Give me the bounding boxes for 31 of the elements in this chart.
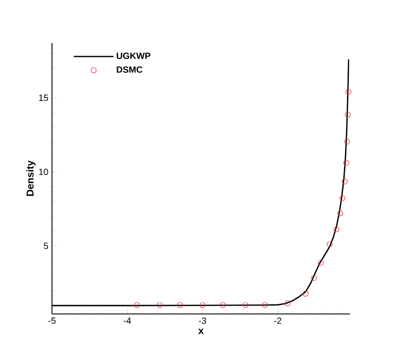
point bbox=[200, 302, 206, 308]
legend-label: UGKWP bbox=[116, 52, 150, 59]
y-axis-title: Density bbox=[26, 160, 36, 196]
point bbox=[337, 210, 344, 216]
x-axis-title: x bbox=[198, 328, 204, 334]
point bbox=[344, 112, 351, 118]
y-tick-label: 10 bbox=[39, 168, 48, 176]
point bbox=[343, 160, 350, 166]
x-tick-label: -5 bbox=[48, 318, 56, 324]
y-tick-label: 5 bbox=[44, 242, 48, 250]
point bbox=[340, 195, 346, 201]
point bbox=[344, 138, 350, 145]
point bbox=[134, 302, 140, 308]
point bbox=[284, 300, 290, 306]
point bbox=[334, 226, 340, 232]
point bbox=[262, 302, 268, 308]
x-tick-label: -3 bbox=[198, 318, 206, 324]
point bbox=[318, 260, 324, 266]
x-tick-label: -4 bbox=[124, 318, 131, 324]
point bbox=[342, 178, 348, 184]
point bbox=[156, 302, 163, 308]
y-tick-label: 15 bbox=[39, 94, 48, 101]
point bbox=[242, 302, 248, 308]
point bbox=[220, 302, 226, 308]
point bbox=[346, 88, 352, 95]
point bbox=[177, 302, 183, 308]
legend-label: DSMC bbox=[116, 66, 142, 73]
point bbox=[326, 241, 333, 248]
point bbox=[302, 290, 308, 297]
point bbox=[310, 275, 317, 281]
x-tick-label: -2 bbox=[274, 318, 282, 324]
